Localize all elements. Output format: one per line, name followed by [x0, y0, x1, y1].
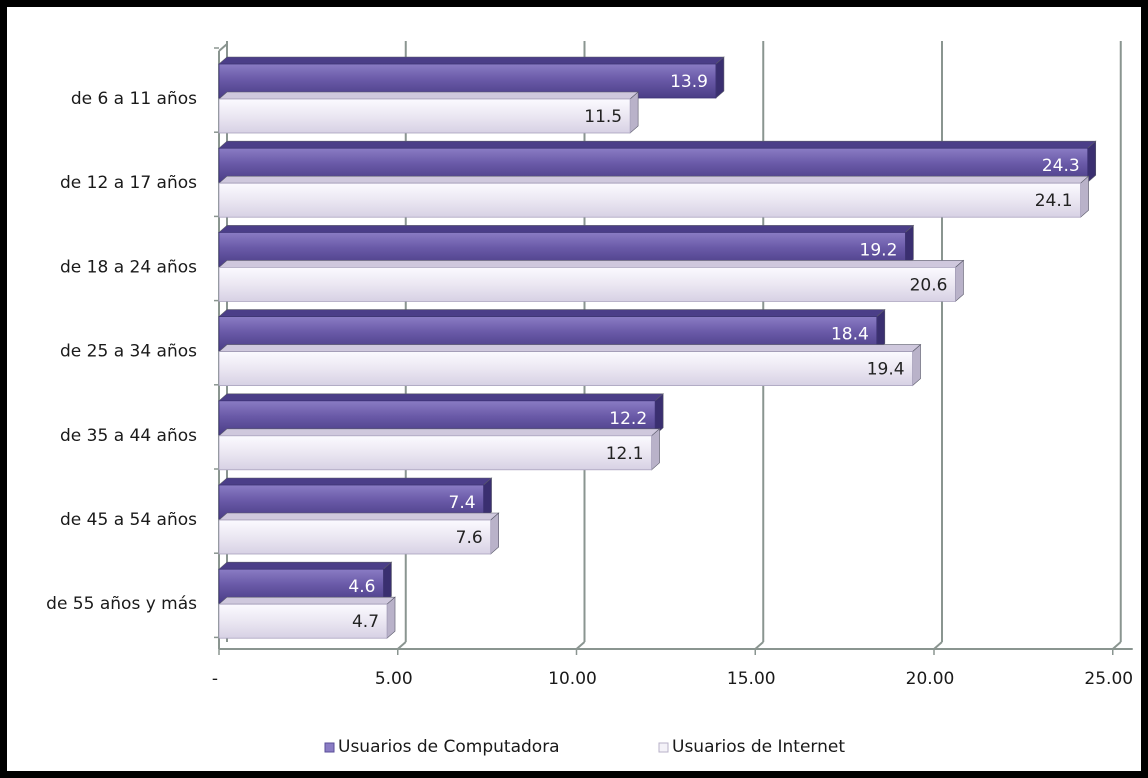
data-label: 7.4: [449, 493, 476, 513]
bar-internet: 11.5: [218, 91, 639, 134]
data-label: 19.2: [860, 240, 898, 260]
data-label: 18.4: [831, 325, 869, 345]
data-label: 19.4: [867, 360, 905, 380]
x-tick-label: -: [212, 669, 218, 689]
bar-chart: - 5.00 10.00 15.00 20.00 25.00 13.9 11.5 24.3 24.…: [46, 41, 1133, 757]
gridline-foot: [933, 641, 943, 650]
category-label: de 25 a 34 años: [60, 342, 197, 362]
bar-top-face: [218, 140, 1097, 149]
data-label: 4.6: [348, 577, 375, 597]
bar-internet: 7.6: [218, 512, 500, 555]
x-tick-label: 25.00: [1084, 669, 1133, 689]
legend-marker: [324, 742, 335, 753]
bar-top-face: [218, 596, 396, 605]
bar-front-face: [218, 351, 913, 387]
x-tick-labels: - 5.00 10.00 15.00 20.00 25.00: [212, 669, 1133, 689]
bar-top-face: [218, 309, 886, 317]
data-label: 24.3: [1042, 156, 1080, 176]
bar-front-face: [218, 266, 956, 302]
bar-side-face: [912, 343, 921, 387]
data-label: 7.6: [456, 528, 483, 548]
bar-top-face: [218, 91, 639, 100]
bar-side-face: [490, 512, 500, 555]
bar-side-face: [955, 259, 964, 303]
bar-top-face: [218, 344, 922, 352]
bar-front-face: [218, 519, 492, 555]
bar-top-face: [218, 225, 915, 233]
data-label: 20.6: [910, 275, 948, 295]
bar-top-face: [218, 561, 393, 570]
legend: Usuarios de Computadora Usuarios de Inter…: [324, 737, 845, 757]
category-label: de 12 a 17 años: [60, 173, 197, 193]
data-label: 13.9: [670, 72, 708, 92]
category-labels: de 6 a 11 años de 12 a 17 años de 18 a 24 …: [46, 89, 197, 614]
y-axis-top: [218, 43, 228, 52]
bar-top-face: [218, 512, 500, 521]
bar-top-face: [218, 477, 493, 486]
bar-internet: 4.7: [218, 596, 396, 639]
bar-top-face: [218, 428, 661, 437]
gridline-foot: [575, 641, 586, 650]
x-tick-label: 5.00: [375, 669, 413, 689]
bar-side-face: [386, 596, 396, 639]
gridline-foot: [397, 641, 407, 650]
x-tick-label: 10.00: [548, 669, 597, 689]
bar-front-face: [218, 98, 631, 134]
x-tick-label: 20.00: [906, 669, 955, 689]
bar-internet: 19.4: [218, 343, 922, 387]
bar-side-face: [629, 91, 639, 134]
bar-internet: 24.1: [218, 175, 1090, 218]
category-label: de 55 años y más: [46, 594, 197, 614]
gridline-foot: [1112, 641, 1122, 650]
category-label: de 45 a 54 años: [60, 510, 197, 530]
data-label: 12.1: [606, 444, 644, 464]
bars: 13.9 11.5 24.3 24.1 19.2 20.6 18.4 19.4 12.2 12.1…: [218, 56, 1097, 639]
bar-top-face: [218, 56, 725, 65]
legend-label: Usuarios de Internet: [672, 737, 845, 757]
bar-front-face: [218, 435, 652, 471]
bar-side-face: [651, 428, 660, 471]
legend-marker: [658, 742, 669, 753]
bar-front-face: [218, 603, 388, 639]
bar-top-face: [218, 260, 965, 268]
bar-internet: 20.6: [218, 259, 965, 303]
data-label: 24.1: [1035, 191, 1073, 211]
bar-side-face: [715, 56, 725, 99]
bar-internet: 12.1: [218, 428, 661, 471]
bar-front-face: [218, 182, 1081, 218]
category-label: de 18 a 24 años: [60, 257, 197, 277]
bar-top-face: [218, 393, 664, 402]
category-label: de 35 a 44 años: [60, 426, 197, 446]
data-label: 4.7: [352, 612, 379, 632]
x-tick-label: 15.00: [727, 669, 776, 689]
data-label: 11.5: [584, 107, 622, 127]
category-label: de 6 a 11 años: [71, 89, 197, 109]
data-label: 12.2: [609, 409, 647, 429]
bar-side-face: [1080, 175, 1089, 218]
bar-top-face: [218, 175, 1090, 184]
bar-computadora: 13.9: [218, 56, 725, 99]
gridline-foot: [754, 641, 764, 650]
legend-label: Usuarios de Computadora: [338, 737, 560, 757]
